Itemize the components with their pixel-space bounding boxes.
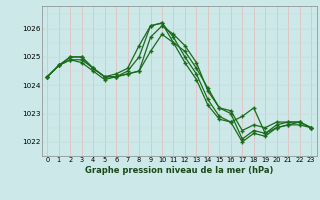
X-axis label: Graphe pression niveau de la mer (hPa): Graphe pression niveau de la mer (hPa) — [85, 166, 273, 175]
